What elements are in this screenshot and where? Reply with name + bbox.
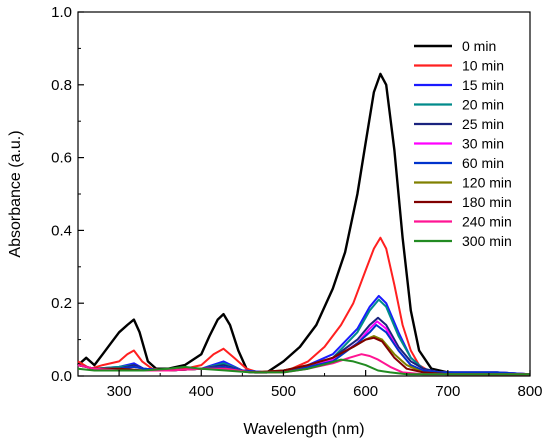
x-tick-label: 400 — [189, 383, 214, 400]
legend-entry: 15 min — [414, 77, 504, 93]
x-axis-ticks: 300 400 500 600 700 800 — [77, 370, 543, 400]
series-line-300-min — [77, 358, 530, 376]
y-tick-label: 0.0 — [51, 368, 72, 385]
y-axis-ticks: 0.0 0.2 0.4 0.6 0.8 1.0 — [51, 4, 84, 385]
y-tick-label: 0.2 — [51, 295, 72, 312]
series-lines — [77, 72, 531, 376]
legend-label: 180 min — [462, 194, 512, 210]
legend-entry: 20 min — [414, 97, 504, 113]
x-tick-label: 700 — [435, 383, 460, 400]
x-tick-label: 600 — [353, 383, 378, 400]
legend-entry: 0 min — [414, 38, 496, 54]
legend-label: 240 min — [462, 214, 512, 230]
y-axis-label: Absorbance (a.u.) — [7, 130, 24, 257]
x-tick-label: 800 — [517, 383, 542, 400]
y-tick-label: 0.6 — [51, 150, 72, 167]
legend-label: 20 min — [462, 97, 504, 113]
y-tick-label: 1.0 — [51, 4, 72, 21]
legend-entry: 180 min — [414, 194, 512, 210]
legend-entry: 10 min — [414, 58, 504, 74]
legend-label: 60 min — [462, 155, 504, 171]
x-axis-label: Wavelength (nm) — [243, 421, 364, 438]
legend: 0 min 10 min 15 min 20 min 25 min 30 min 60 mi… — [414, 38, 512, 249]
legend-label: 300 min — [462, 233, 512, 249]
legend-label: 25 min — [462, 116, 504, 132]
legend-entry: 25 min — [414, 116, 504, 132]
legend-label: 10 min — [462, 58, 504, 74]
legend-label: 120 min — [462, 175, 512, 191]
legend-label: 15 min — [462, 77, 504, 93]
y-tick-label: 0.4 — [51, 222, 72, 239]
legend-entry: 300 min — [414, 233, 512, 249]
legend-label: 0 min — [462, 38, 496, 54]
x-tick-label: 300 — [107, 383, 132, 400]
x-tick-label: 500 — [271, 383, 296, 400]
y-tick-label: 0.8 — [51, 77, 72, 94]
legend-entry: 30 min — [414, 136, 504, 152]
legend-label: 30 min — [462, 136, 504, 152]
legend-entry: 120 min — [414, 175, 512, 191]
legend-entry: 240 min — [414, 214, 512, 230]
plot-area: 300 400 500 600 700 800 0.0 0.2 0.4 0.6 0.8 1.0 — [51, 4, 542, 400]
legend-entry: 60 min — [414, 155, 504, 171]
